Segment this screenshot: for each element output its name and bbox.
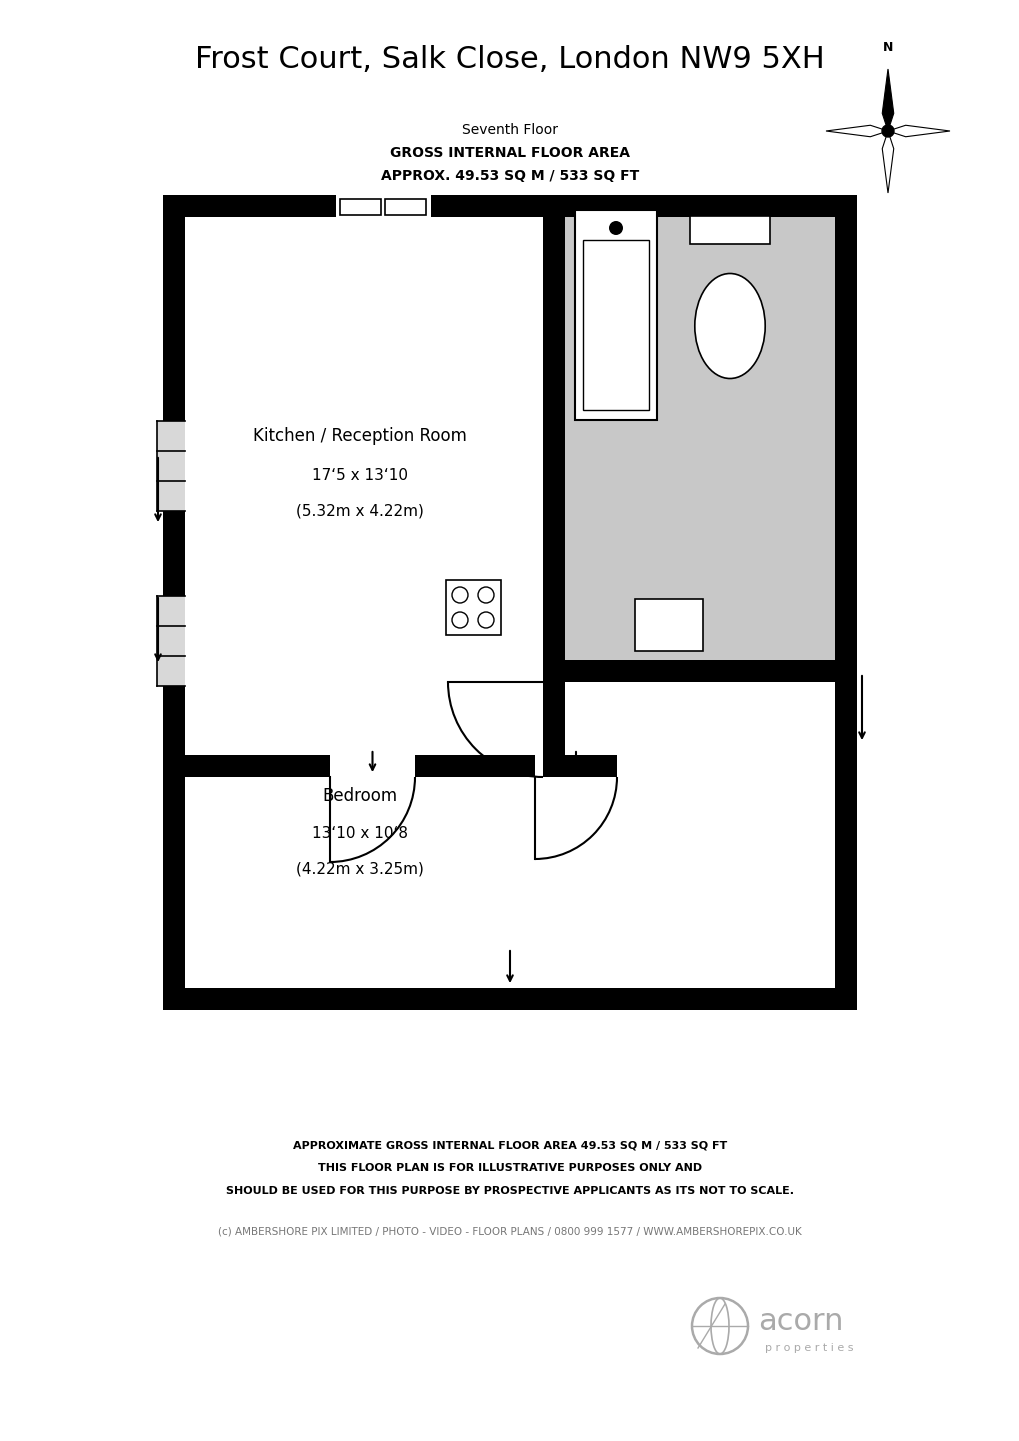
Bar: [339, 199, 381, 215]
Bar: [635, 599, 702, 651]
Text: APPROXIMATE GROSS INTERNAL FLOOR AREA 49.53 SQ M / 533 SQ FT: APPROXIMATE GROSS INTERNAL FLOOR AREA 49…: [292, 1140, 727, 1150]
Text: Frost Court, Salk Close, London NW9 5XH: Frost Court, Salk Close, London NW9 5XH: [195, 46, 824, 75]
Bar: [542, 755, 616, 777]
Bar: [542, 682, 565, 777]
Bar: [335, 193, 431, 219]
Bar: [163, 195, 856, 1010]
Text: Seventh Floor: Seventh Floor: [462, 122, 557, 137]
Bar: [565, 218, 835, 660]
Bar: [157, 597, 184, 686]
Bar: [157, 421, 184, 512]
Text: (c) AMBERSHORE PIX LIMITED / PHOTO - VIDEO - FLOOR PLANS / 0800 999 1577 / WWW.A: (c) AMBERSHORE PIX LIMITED / PHOTO - VID…: [218, 1226, 801, 1236]
Circle shape: [478, 612, 493, 628]
Bar: [689, 216, 769, 244]
Bar: [583, 241, 648, 411]
Bar: [415, 755, 535, 777]
Bar: [161, 597, 186, 686]
Text: acorn: acorn: [757, 1307, 843, 1336]
Circle shape: [451, 612, 468, 628]
Polygon shape: [881, 131, 893, 193]
Text: Bedroom: Bedroom: [322, 787, 397, 806]
Text: (5.32m x 4.22m): (5.32m x 4.22m): [296, 503, 424, 519]
Polygon shape: [888, 125, 949, 137]
Circle shape: [608, 220, 623, 235]
Text: 17‘5 x 13‘10: 17‘5 x 13‘10: [312, 468, 408, 484]
Bar: [542, 660, 565, 755]
Bar: [184, 218, 835, 989]
Circle shape: [478, 586, 493, 602]
Circle shape: [451, 586, 468, 602]
Ellipse shape: [694, 274, 764, 379]
Bar: [384, 199, 426, 215]
Polygon shape: [825, 125, 888, 137]
Text: (4.22m x 3.25m): (4.22m x 3.25m): [296, 862, 424, 876]
Text: SHOULD BE USED FOR THIS PURPOSE BY PROSPECTIVE APPLICANTS AS ITS NOT TO SCALE.: SHOULD BE USED FOR THIS PURPOSE BY PROSP…: [226, 1186, 793, 1196]
Text: 13‘10 x 10‘8: 13‘10 x 10‘8: [312, 826, 408, 840]
Bar: [575, 210, 656, 419]
Bar: [184, 755, 330, 777]
Bar: [565, 660, 835, 682]
Circle shape: [881, 125, 893, 137]
Bar: [542, 218, 565, 660]
Text: N: N: [882, 40, 893, 53]
Text: APPROX. 49.53 SQ M / 533 SQ FT: APPROX. 49.53 SQ M / 533 SQ FT: [380, 169, 639, 183]
Text: Kitchen / Reception Room: Kitchen / Reception Room: [253, 427, 467, 445]
Bar: [161, 421, 186, 512]
Polygon shape: [881, 69, 893, 131]
Text: p r o p e r t i e s: p r o p e r t i e s: [764, 1343, 853, 1353]
Text: THIS FLOOR PLAN IS FOR ILLUSTRATIVE PURPOSES ONLY AND: THIS FLOOR PLAN IS FOR ILLUSTRATIVE PURP…: [318, 1163, 701, 1173]
Text: GROSS INTERNAL FLOOR AREA: GROSS INTERNAL FLOOR AREA: [389, 146, 630, 160]
Bar: [445, 579, 500, 635]
